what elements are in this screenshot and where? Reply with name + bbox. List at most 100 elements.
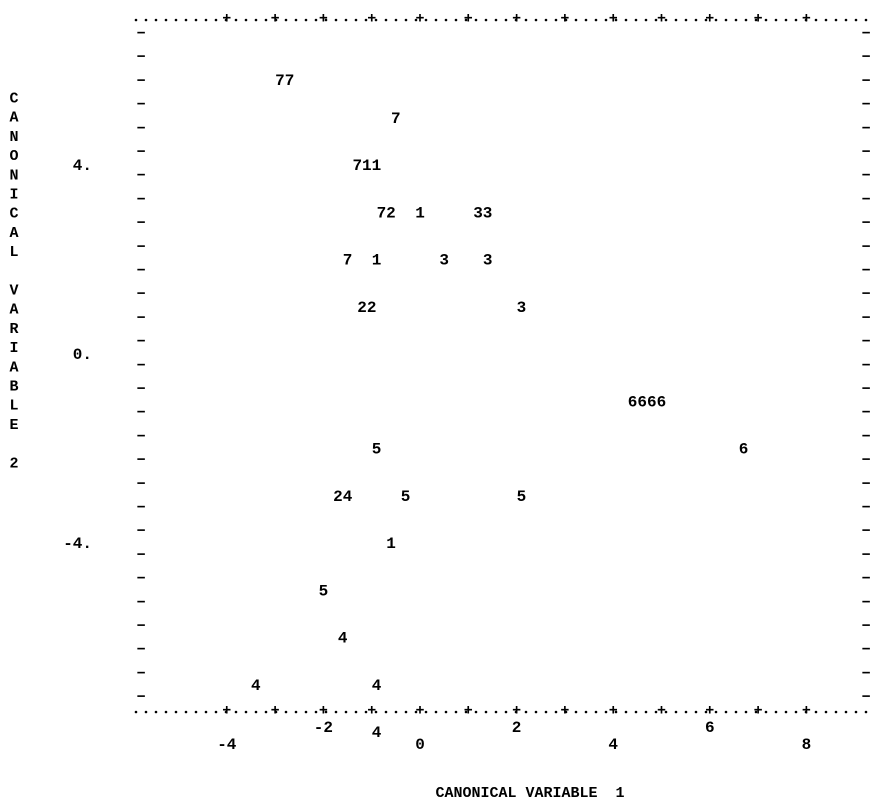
top-tick-mark: + xyxy=(222,11,231,28)
bottom-border-dot xyxy=(644,710,648,714)
right-border-mark: − xyxy=(861,73,870,90)
left-border-mark: − xyxy=(136,618,145,635)
data-point: 5 xyxy=(401,488,411,506)
data-point: 711 xyxy=(352,157,381,175)
left-border-mark: − xyxy=(136,97,145,114)
top-border-dot xyxy=(824,18,828,22)
data-point: 4 xyxy=(372,724,382,742)
bottom-border-dot xyxy=(364,710,368,714)
top-border-dot xyxy=(384,18,388,22)
x-tick-label: 2 xyxy=(512,719,522,737)
top-border-dot xyxy=(674,18,678,22)
data-point: 7 xyxy=(343,252,353,270)
data-point: 22 xyxy=(357,299,376,317)
data-point: 7 xyxy=(391,110,401,128)
left-border-mark: − xyxy=(136,523,145,540)
right-border-mark: − xyxy=(861,49,870,66)
bottom-border-dot xyxy=(674,710,678,714)
y-axis-label-char: A xyxy=(9,110,18,127)
top-border-dot xyxy=(834,18,838,22)
bottom-border-dot xyxy=(594,710,598,714)
bottom-border-dot xyxy=(654,710,658,714)
top-border-dot xyxy=(634,18,638,22)
x-axis-label: CANONICAL VARIABLE 1 xyxy=(435,785,624,802)
top-border-dot xyxy=(864,18,868,22)
bottom-border-dot xyxy=(834,710,838,714)
right-border-mark: − xyxy=(861,26,870,43)
right-border-mark: − xyxy=(861,334,870,351)
top-border-dot xyxy=(464,18,468,22)
bottom-border-dot xyxy=(264,710,268,714)
x-tick-label: 6 xyxy=(705,719,715,737)
top-border-dot xyxy=(564,18,568,22)
left-border-mark: − xyxy=(136,357,145,374)
data-point: 4 xyxy=(251,677,261,695)
left-border-mark: − xyxy=(136,73,145,90)
top-border-dot xyxy=(494,18,498,22)
left-border-mark: − xyxy=(136,215,145,232)
bottom-border-dot xyxy=(184,710,188,714)
left-border-mark: − xyxy=(136,665,145,682)
top-border-dot xyxy=(424,18,428,22)
top-border-dot xyxy=(414,18,418,22)
left-border-mark: − xyxy=(136,310,145,327)
top-border-dot xyxy=(854,18,858,22)
y-axis-label-char: V xyxy=(9,283,18,300)
bottom-border-dot xyxy=(724,710,728,714)
right-border-mark: − xyxy=(861,571,870,588)
top-border-dot xyxy=(234,18,238,22)
bottom-border-dot xyxy=(214,710,218,714)
bottom-border-dot xyxy=(814,710,818,714)
bottom-border-dot xyxy=(684,710,688,714)
bottom-border-dot xyxy=(314,710,318,714)
top-border-dot xyxy=(744,18,748,22)
left-border-mark: − xyxy=(136,500,145,517)
left-border-mark: − xyxy=(136,381,145,398)
top-border-dot xyxy=(454,18,458,22)
top-border-dot xyxy=(804,18,808,22)
top-tick-mark: + xyxy=(319,11,328,28)
top-border-dot xyxy=(484,18,488,22)
top-border-dot xyxy=(664,18,668,22)
x-tick-label: 0 xyxy=(415,736,425,754)
bottom-border-dot xyxy=(804,710,808,714)
bottom-border-dot xyxy=(244,710,248,714)
right-border-mark: − xyxy=(861,500,870,517)
top-border-dot xyxy=(534,18,538,22)
bottom-border-dot xyxy=(154,710,158,714)
top-tick-mark: + xyxy=(464,11,473,28)
y-axis-label-char: O xyxy=(9,148,18,165)
top-border-dot xyxy=(244,18,248,22)
top-tick-mark: + xyxy=(512,11,521,28)
right-border-mark: − xyxy=(861,310,870,327)
right-border-mark: − xyxy=(861,120,870,137)
x-tick-label: -2 xyxy=(314,719,333,737)
left-border-mark: − xyxy=(136,334,145,351)
bottom-border-dot xyxy=(304,710,308,714)
top-tick-mark: + xyxy=(802,11,811,28)
top-border-dot xyxy=(524,18,528,22)
top-border-dot xyxy=(254,18,258,22)
top-border-dot xyxy=(284,18,288,22)
bottom-border-dot xyxy=(664,710,668,714)
y-tick-label: -4. xyxy=(63,535,92,553)
bottom-border-dot xyxy=(134,710,138,714)
right-border-mark: − xyxy=(861,357,870,374)
top-border-dot xyxy=(224,18,228,22)
top-border-dot xyxy=(504,18,508,22)
top-border-dot xyxy=(774,18,778,22)
x-tick-label: -4 xyxy=(217,736,237,754)
bottom-tick-mark: + xyxy=(464,703,473,720)
bottom-tick-mark: + xyxy=(802,703,811,720)
bottom-border-dot xyxy=(514,710,518,714)
top-border-dot xyxy=(784,18,788,22)
top-border-dot xyxy=(844,18,848,22)
y-axis: 4. 0. -4. xyxy=(63,157,92,553)
top-border-dot xyxy=(614,18,618,22)
bottom-border-dot xyxy=(344,710,348,714)
top-border-dot xyxy=(574,18,578,22)
bottom-border-dot xyxy=(374,710,378,714)
bottom-tick-mark: + xyxy=(609,703,618,720)
y-axis-label-char: I xyxy=(9,340,18,357)
